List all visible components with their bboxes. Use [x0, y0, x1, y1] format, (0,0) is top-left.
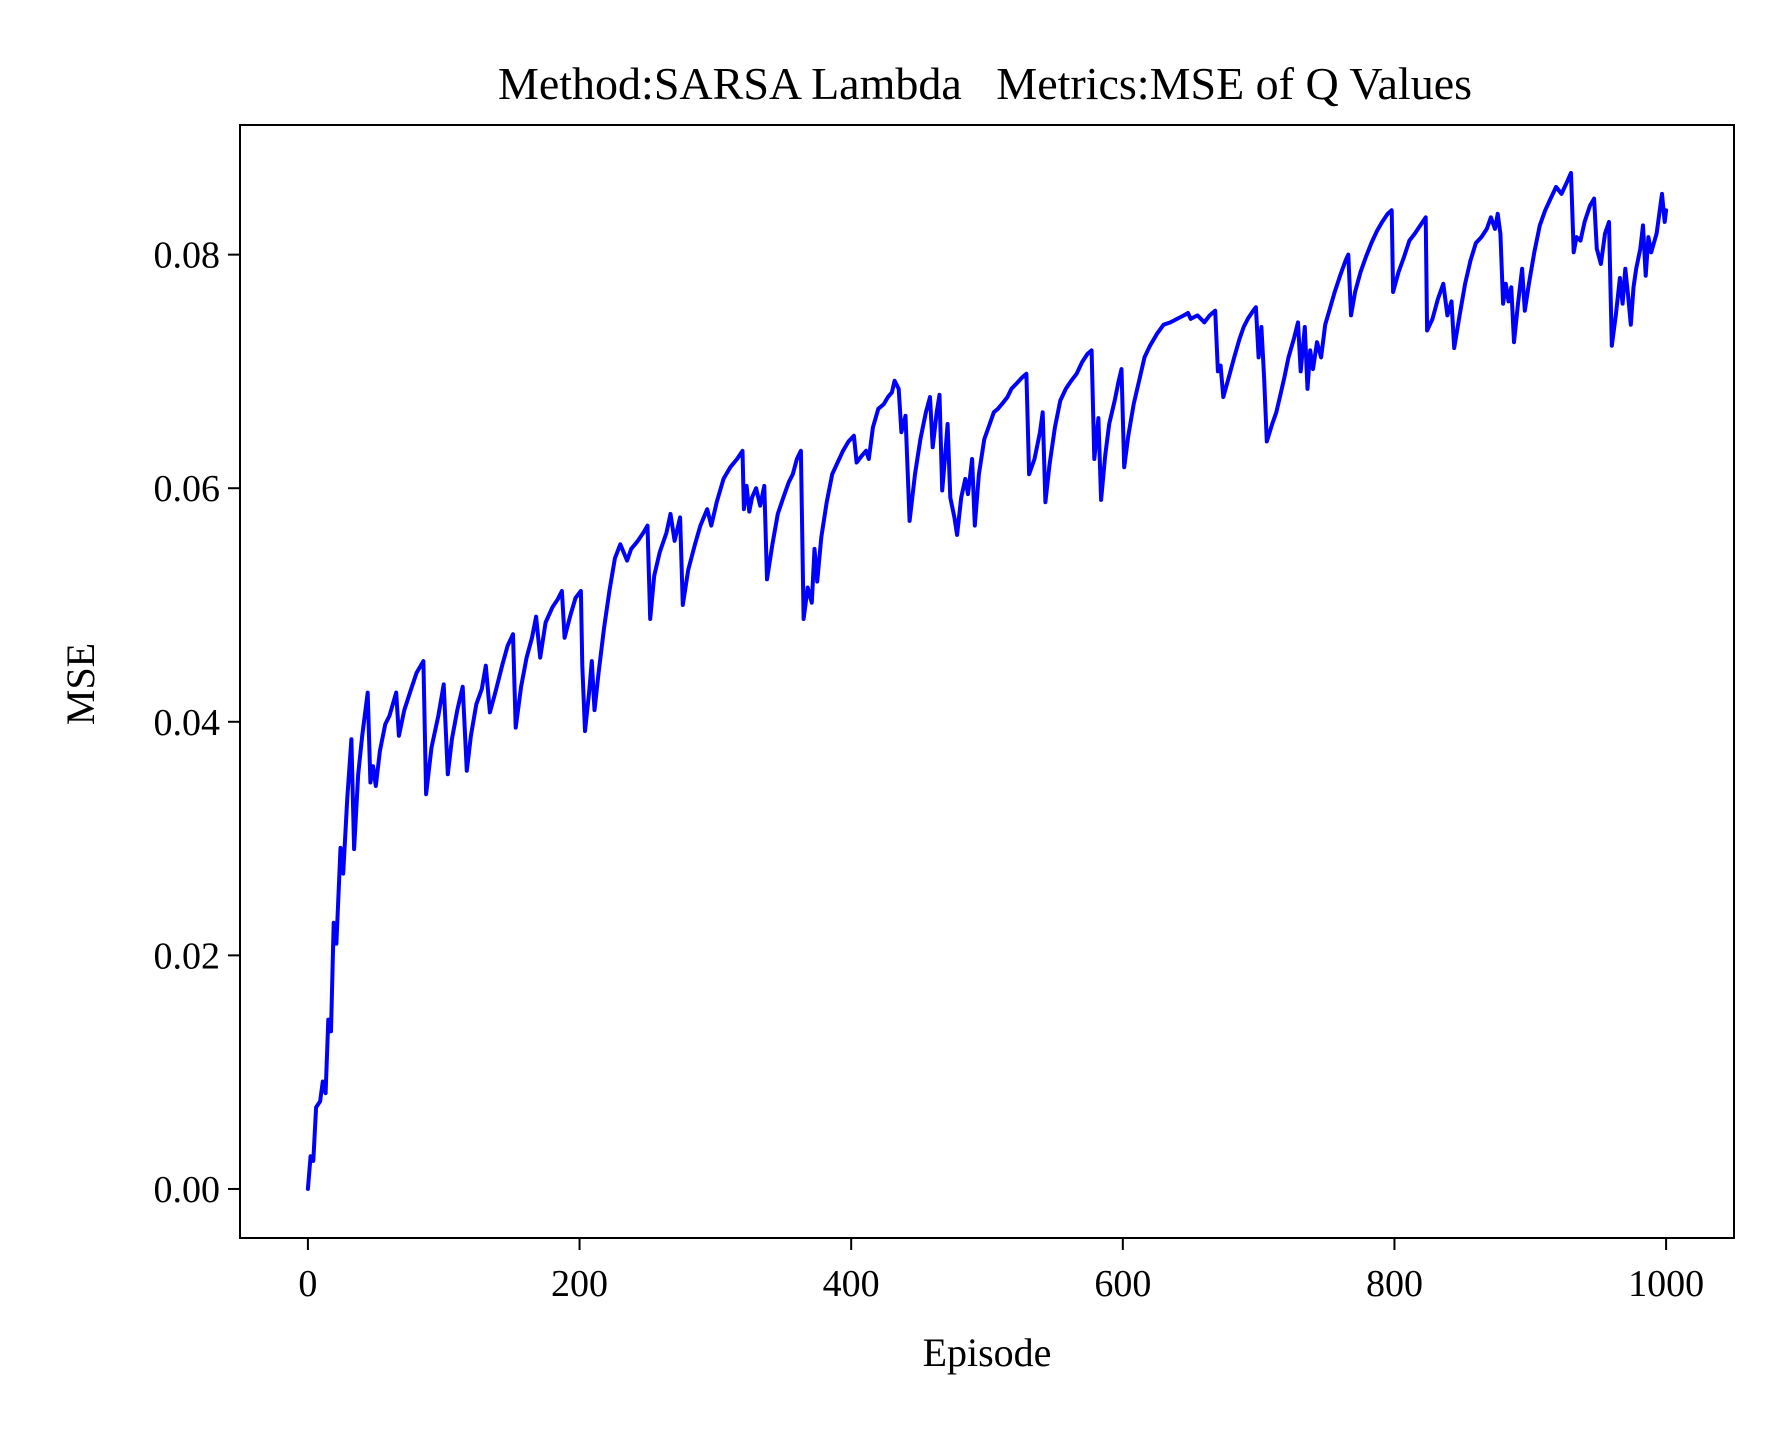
- x-tick-label: 400: [823, 1263, 880, 1305]
- y-tick-label: 0.00: [154, 1169, 221, 1211]
- tick-group: 0 200 400 600 800 1000 0.00 0.02 0.04 0.06 0.08: [154, 235, 1705, 1305]
- x-tick-label: 0: [298, 1263, 317, 1305]
- y-tick-label: 0.04: [154, 702, 221, 744]
- x-tick-label: 600: [1094, 1263, 1151, 1305]
- y-tick-label: 0.08: [154, 235, 221, 277]
- x-tick-label: 1000: [1628, 1263, 1704, 1305]
- x-axis-label: Episode: [923, 1330, 1052, 1375]
- y-tick-label: 0.02: [154, 935, 221, 977]
- x-tick-label: 800: [1366, 1263, 1423, 1305]
- x-tick-label: 200: [551, 1263, 608, 1305]
- y-axis-label: MSE: [58, 643, 103, 725]
- plot-frame: [239, 124, 1735, 1239]
- chart-title: Method:SARSA Lambda Metrics:MSE of Q Val…: [498, 58, 1472, 109]
- y-tick-label: 0.06: [154, 468, 221, 510]
- series-line-mse: [305, 170, 1669, 1191]
